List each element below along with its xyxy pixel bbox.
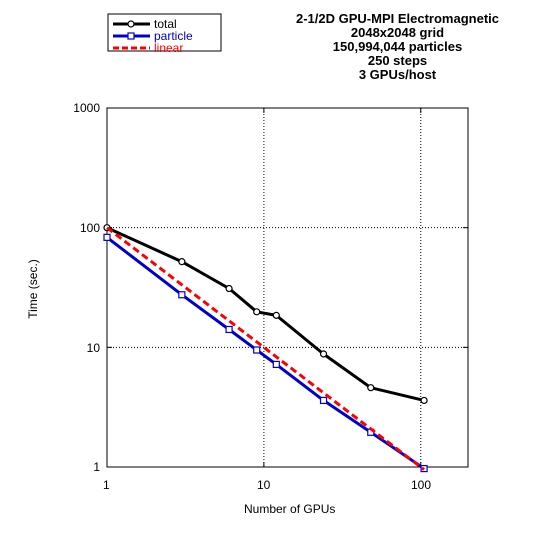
- legend-label-particle: particle: [154, 29, 193, 43]
- y-tick-label-100: 100: [79, 221, 100, 235]
- point-particle-5: [319, 396, 328, 405]
- point-total-7: [420, 396, 428, 405]
- point-total-4: [272, 311, 280, 319]
- point-particle-3: [253, 346, 261, 354]
- y-tick-label-1000: 1000: [73, 101, 100, 115]
- title-line-1: 2-1/2D GPU-MPI Electromagnetic: [296, 11, 499, 26]
- x-tick-label-100: 100: [411, 478, 432, 492]
- legend-marker-total: [127, 20, 135, 28]
- point-total-1: [178, 258, 186, 266]
- legend-label-linear: linear: [154, 41, 183, 55]
- series-line-particle: [106, 236, 425, 470]
- y-tick-label-10: 10: [86, 341, 100, 355]
- legend-box: [107, 13, 222, 52]
- title-line-2: 2048x2048 grid: [350, 25, 445, 40]
- point-particle-1: [178, 291, 186, 299]
- point-total-6: [367, 384, 375, 392]
- y-tick-label-1: 1: [93, 460, 100, 474]
- point-total-2: [225, 284, 233, 293]
- title-line-5: 3 GPUs/host: [358, 67, 437, 82]
- title-line-3: 150,994,044 particles: [332, 39, 463, 54]
- x-tick-label-1: 1: [103, 478, 110, 492]
- legend-label-total: total: [154, 17, 177, 31]
- y-axis-label: Time (sec.): [26, 259, 40, 319]
- point-total-5: [319, 350, 328, 358]
- title-line-4: 250 steps: [367, 53, 428, 68]
- point-particle-0: [103, 233, 111, 241]
- legend-marker-particle: [127, 32, 135, 40]
- plot-frame: [106, 107, 469, 468]
- x-tick-label-10: 10: [257, 478, 271, 492]
- x-axis-label: Number of GPUs: [244, 502, 336, 516]
- point-particle-2: [225, 325, 233, 334]
- point-total-3: [253, 308, 261, 316]
- point-particle-4: [272, 360, 280, 369]
- series-line-total: [106, 226, 425, 402]
- series-line-linear: [106, 226, 426, 471]
